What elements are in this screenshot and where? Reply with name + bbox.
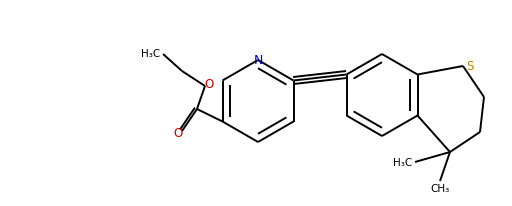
Text: O: O <box>204 78 214 91</box>
Text: CH₃: CH₃ <box>431 183 450 193</box>
Text: S: S <box>466 60 474 73</box>
Text: N: N <box>253 54 263 67</box>
Text: O: O <box>174 127 183 140</box>
Text: H₃C: H₃C <box>141 49 160 59</box>
Text: H₃C: H₃C <box>393 157 412 167</box>
